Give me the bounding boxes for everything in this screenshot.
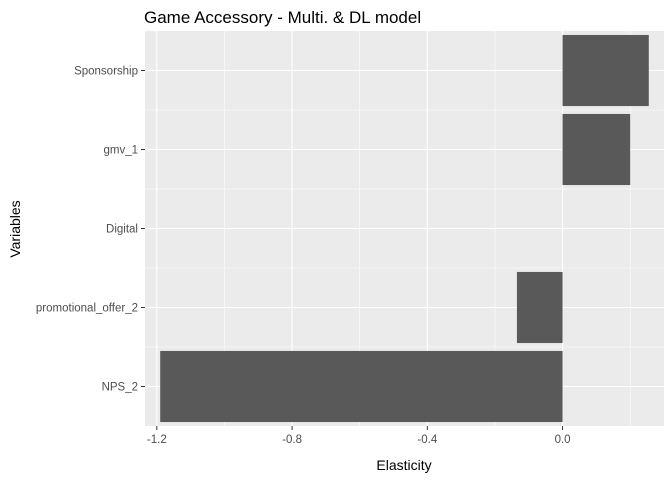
y-axis-title: Variables (7, 200, 23, 257)
y-tick-label: Sponsorship (74, 66, 138, 78)
bar (562, 113, 631, 186)
x-axis-title: Elasticity (376, 457, 431, 473)
bars (160, 34, 649, 423)
chart-title: Game Accessory - Multi. & DL model (144, 8, 421, 27)
y-tick-label: promotional_offer_2 (36, 303, 138, 315)
x-tick-label: -0.4 (417, 434, 437, 446)
x-tick-label: -0.8 (282, 434, 302, 446)
x-axis: -1.2 -0.8 -0.4 0.0 (147, 426, 571, 446)
bar (160, 350, 563, 423)
y-tick-label: NPS_2 (102, 382, 138, 394)
y-tick-label: gmv_1 (103, 145, 138, 157)
bar (516, 271, 563, 344)
x-tick-label: -1.2 (147, 434, 167, 446)
y-tick-label: Digital (106, 224, 138, 236)
x-tick-label: 0.0 (555, 434, 571, 446)
y-axis: Sponsorship gmv_1 Digital promotional_offer… (36, 66, 145, 394)
bar (562, 34, 649, 107)
